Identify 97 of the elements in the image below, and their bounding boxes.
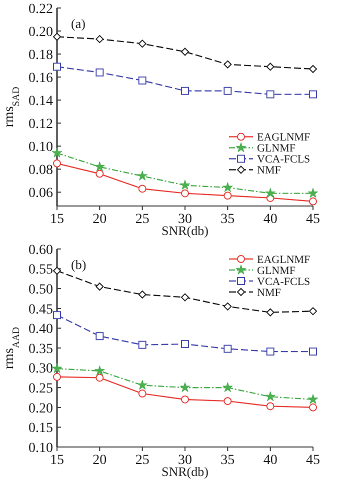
point	[138, 290, 146, 299]
y-tick-label: 0.55	[28, 262, 53, 278]
point	[52, 148, 62, 158]
point	[94, 366, 105, 376]
x-tick-label: 15	[50, 212, 64, 227]
y-tick-label: 0.50	[28, 282, 53, 298]
point	[266, 348, 274, 356]
point	[224, 192, 232, 200]
legend-label: VCA-FCLS	[257, 276, 310, 288]
point	[53, 372, 61, 381]
point	[309, 403, 317, 412]
point	[224, 344, 232, 353]
y-tick-label: 0.20	[28, 401, 53, 416]
point	[53, 32, 61, 41]
y-tick-label: 0.30	[28, 362, 53, 377]
point	[53, 266, 61, 275]
point	[96, 374, 104, 382]
legend-label: GLNMF	[257, 142, 296, 155]
x-tick-label: 45	[306, 453, 320, 468]
point	[181, 48, 189, 56]
y-tick-label: 0.22	[28, 2, 53, 17]
y-tick-label: 0.15	[28, 421, 53, 436]
x-tick-label: 25	[135, 453, 150, 468]
x-tick-label: 20	[92, 453, 107, 468]
y-tick-label: 0.40	[28, 322, 53, 338]
point	[53, 62, 61, 71]
x-tick-label: 25	[135, 212, 150, 227]
point	[224, 60, 232, 68]
y-tick-label: 0.06	[28, 186, 53, 202]
point	[52, 363, 62, 374]
point	[309, 307, 317, 316]
point	[181, 86, 189, 95]
legend-label: NMF	[257, 164, 281, 177]
point	[138, 40, 146, 48]
point	[224, 397, 232, 406]
point	[222, 382, 233, 392]
annotation: (b)	[71, 257, 86, 272]
point	[138, 340, 146, 349]
point	[309, 90, 317, 98]
y-tick-label: 0.35	[28, 342, 53, 357]
point	[266, 308, 274, 316]
point	[53, 311, 61, 320]
y-tick-label: 0.10	[28, 140, 53, 156]
point	[181, 340, 189, 348]
point	[181, 293, 189, 302]
point	[96, 68, 104, 76]
y-tick-label: 0.45	[28, 302, 53, 318]
y-tick-label: 0.25	[28, 382, 53, 396]
point	[181, 395, 189, 404]
y-tick-label: 0.08	[28, 163, 53, 178]
point	[180, 180, 190, 190]
point	[265, 391, 276, 402]
point	[309, 348, 317, 356]
legend-label: EAGLNMF	[257, 254, 310, 266]
point	[308, 394, 318, 404]
point	[94, 161, 105, 172]
point	[138, 76, 146, 85]
point	[265, 188, 276, 198]
point	[309, 197, 317, 206]
annotation: (a)	[71, 16, 86, 31]
point	[309, 65, 317, 74]
y-tick-label: 0.16	[28, 70, 53, 86]
point	[137, 170, 148, 180]
legend-label: NMF	[257, 286, 281, 299]
x-tick-label: 40	[263, 212, 278, 227]
point	[266, 402, 274, 410]
point	[138, 390, 146, 398]
point	[224, 302, 232, 310]
point	[266, 90, 274, 98]
x-tick-label: 35	[220, 212, 235, 227]
legend-label: EAGLNMF	[257, 132, 310, 144]
point	[180, 382, 190, 392]
legend-label: GLNMF	[257, 264, 296, 277]
point	[96, 170, 104, 178]
y-tick-label: 0.18	[28, 48, 53, 63]
point	[96, 35, 104, 44]
x-tick-label: 45	[306, 212, 320, 227]
y-tick-label: 0.14	[28, 94, 53, 109]
x-tick-label: 20	[92, 212, 107, 227]
y-tick-label: 0.10	[28, 440, 53, 456]
point	[137, 380, 148, 390]
point	[96, 332, 104, 340]
point	[96, 282, 104, 291]
point	[138, 184, 146, 193]
x-tick-label: 15	[50, 453, 64, 468]
point	[266, 62, 274, 71]
point	[222, 182, 233, 192]
point	[53, 159, 61, 168]
legend-label: VCA-FCLS	[257, 154, 310, 166]
point	[224, 86, 232, 95]
y-tick-label: 0.20	[28, 24, 53, 40]
x-tick-label: 40	[263, 453, 278, 468]
y-tick-label: 0.60	[28, 242, 53, 258]
point	[181, 189, 189, 198]
y-tick-label: 0.12	[28, 117, 53, 132]
point	[308, 188, 318, 198]
x-tick-label: 35	[220, 453, 235, 468]
